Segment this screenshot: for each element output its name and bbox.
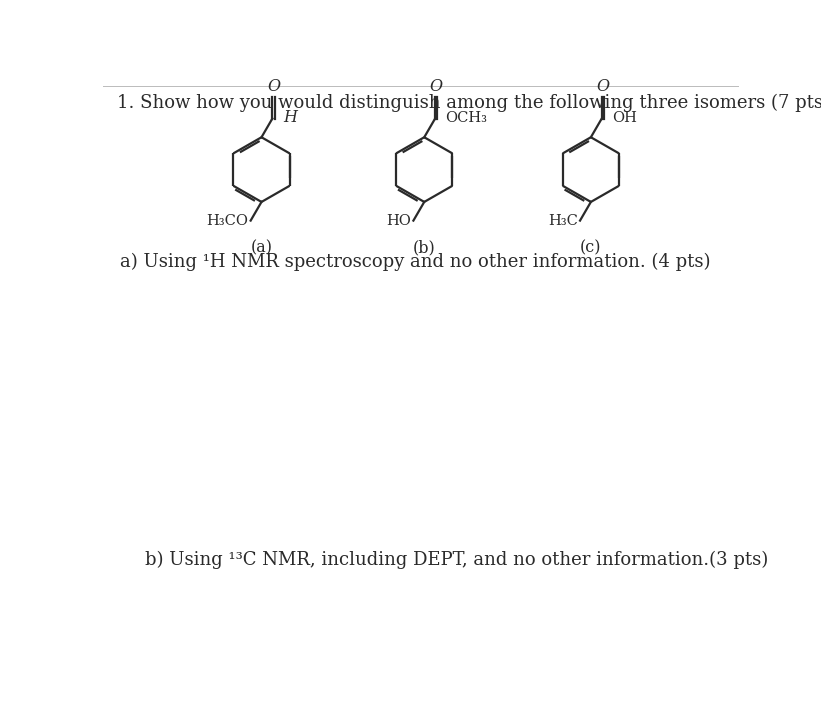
Text: b) Using ¹³C NMR, including DEPT, and no other information.(3 pts): b) Using ¹³C NMR, including DEPT, and no… <box>145 551 768 569</box>
Text: HO: HO <box>386 215 411 229</box>
Text: a) Using ¹H NMR spectroscopy and no other information. (4 pts): a) Using ¹H NMR spectroscopy and no othe… <box>120 253 710 271</box>
Text: H₃C: H₃C <box>548 215 578 229</box>
Text: H: H <box>283 109 297 126</box>
Text: O: O <box>596 79 609 95</box>
Text: (c): (c) <box>580 239 602 256</box>
Text: 1. Show how you would distinguish among the following three isomers (7 pts): 1. Show how you would distinguish among … <box>117 94 821 112</box>
Text: OH: OH <box>612 111 636 125</box>
Text: H₃CO: H₃CO <box>206 215 248 229</box>
Text: (b): (b) <box>413 239 436 256</box>
Text: (a): (a) <box>250 239 273 256</box>
Text: OCH₃: OCH₃ <box>445 111 487 125</box>
Text: O: O <box>267 79 280 95</box>
Text: O: O <box>429 79 443 95</box>
